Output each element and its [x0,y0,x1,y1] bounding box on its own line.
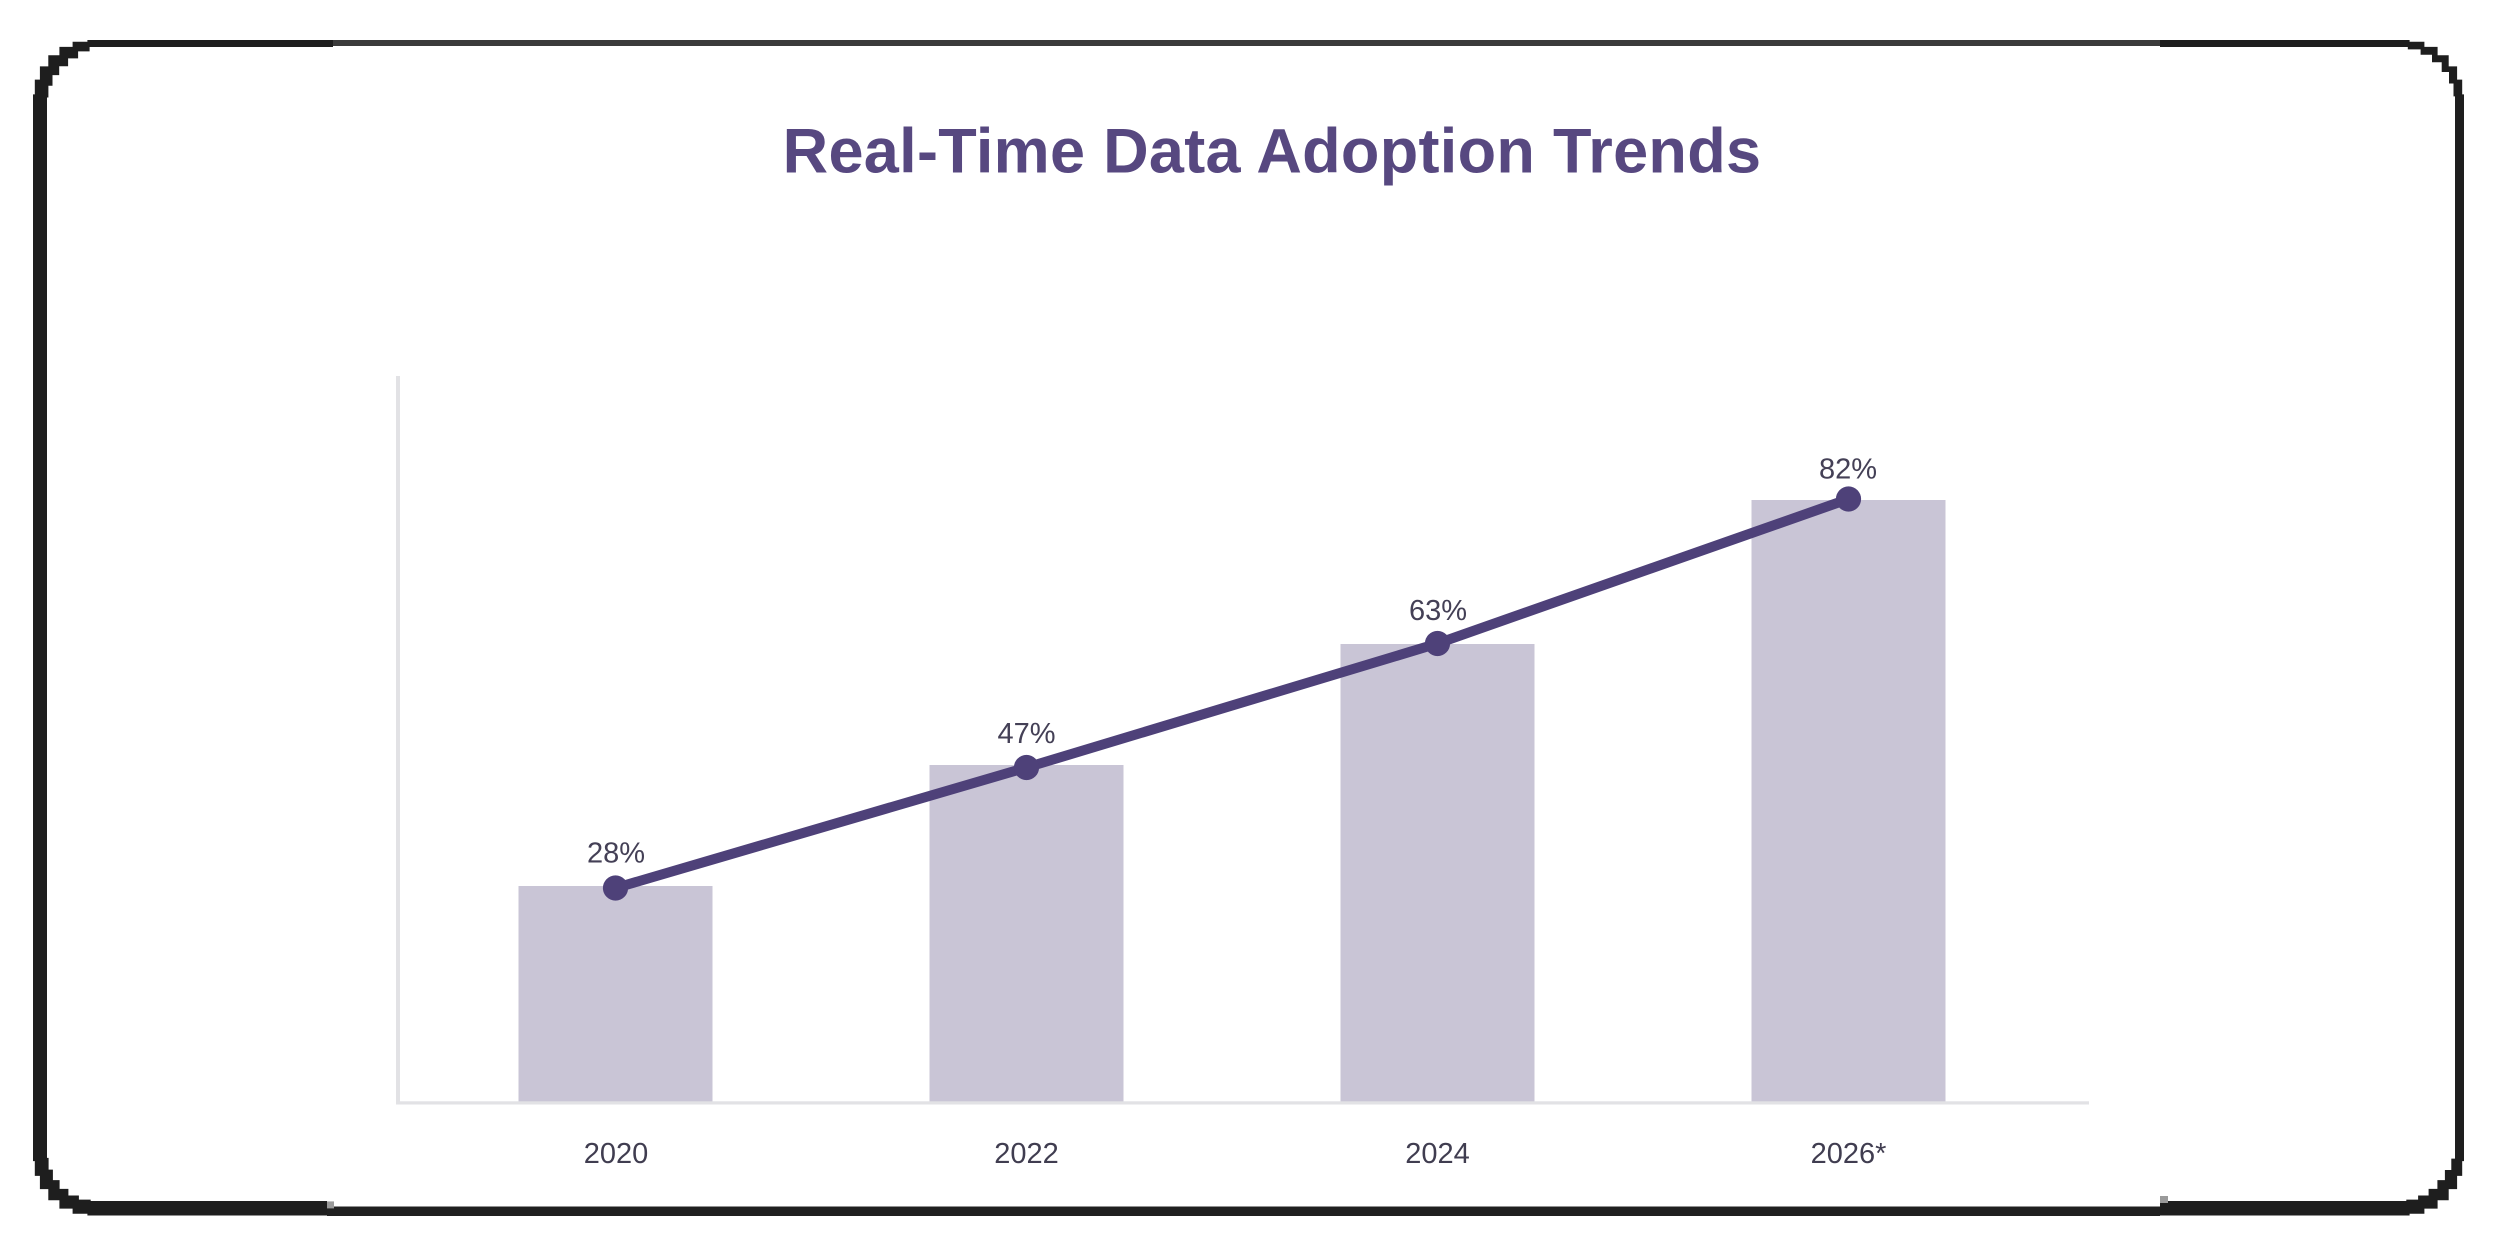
svg-text:2026*: 2026* [1811,1138,1887,1170]
svg-text:2022: 2022 [994,1138,1059,1170]
svg-text:47%: 47% [997,718,1055,750]
svg-text:2020: 2020 [584,1138,649,1170]
svg-text:2024: 2024 [1405,1138,1470,1170]
svg-text:82%: 82% [1819,454,1877,486]
svg-text:63%: 63% [1409,595,1467,627]
svg-text:28%: 28% [587,838,645,870]
svg-text:Real-Time Data Adoption Trends: Real-Time Data Adoption Trends [783,117,1762,187]
